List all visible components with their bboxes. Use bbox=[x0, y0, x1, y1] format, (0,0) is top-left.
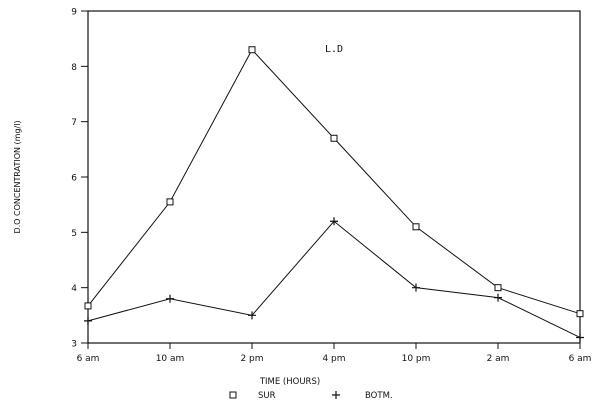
chart-title: L.D bbox=[325, 44, 343, 55]
x-tick-label: 2 am bbox=[487, 354, 510, 364]
plot-frame bbox=[87, 10, 581, 344]
data-point-plus bbox=[84, 316, 92, 325]
x-tick-label: 2 pm bbox=[240, 354, 263, 364]
x-tick-label: 10 pm bbox=[402, 354, 431, 364]
legend-label-sur: SUR bbox=[258, 391, 276, 401]
y-tick-label: 7 bbox=[71, 118, 77, 128]
data-point-square bbox=[166, 198, 174, 206]
legend-plus-marker bbox=[332, 391, 340, 399]
x-tick-label: 4 pm bbox=[322, 354, 345, 364]
data-point-square bbox=[330, 134, 338, 142]
data-point-plus bbox=[412, 283, 420, 292]
y-tick-label: 4 bbox=[71, 284, 77, 294]
data-point-plus bbox=[494, 293, 502, 302]
data-point-plus bbox=[248, 311, 256, 320]
data-point-plus bbox=[576, 333, 584, 342]
y-tick-label: 5 bbox=[71, 229, 77, 239]
y-tick-label: 8 bbox=[71, 63, 77, 73]
y-axis-label: D.O CONCENTRATION (mg/l) bbox=[13, 120, 22, 233]
data-point-plus bbox=[330, 217, 338, 226]
data-point-square bbox=[248, 46, 256, 54]
data-point-square bbox=[494, 284, 502, 292]
x-tick-label: 10 am bbox=[156, 354, 185, 364]
y-tick-label: 6 bbox=[71, 174, 77, 184]
series-line-botm bbox=[87, 220, 581, 338]
legend-square-marker bbox=[229, 391, 237, 399]
x-tick-label: 6 am bbox=[77, 354, 100, 364]
y-tick-label: 3 bbox=[71, 340, 77, 350]
legend-label-botm: BOTM. bbox=[365, 391, 393, 401]
legend: SUR BOTM. bbox=[229, 391, 393, 401]
y-tick-label: 9 bbox=[71, 8, 77, 18]
x-axis-label: TIME (HOURS) bbox=[259, 377, 320, 387]
series-line-sur bbox=[87, 48, 581, 315]
data-point-square bbox=[412, 223, 420, 231]
x-tick-label: 6 am bbox=[569, 354, 592, 364]
data-point-square bbox=[576, 310, 584, 318]
data-point-plus bbox=[166, 294, 174, 303]
data-point-square bbox=[84, 302, 92, 310]
